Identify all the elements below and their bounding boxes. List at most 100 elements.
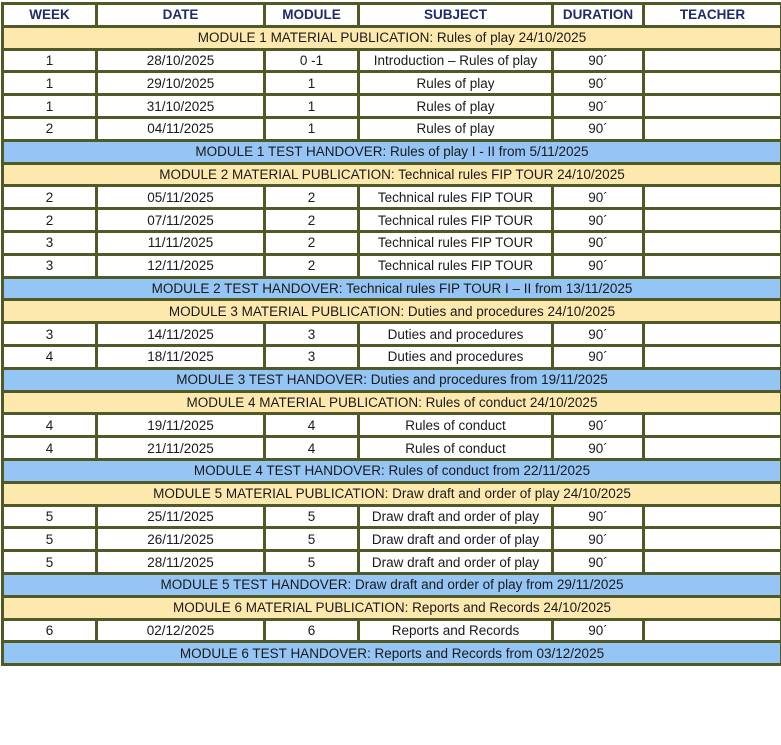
material-publication-row: MODULE 1 MATERIAL PUBLICATION: Rules of …: [3, 26, 781, 49]
material-publication-text: MODULE 6 MATERIAL PUBLICATION: Reports a…: [3, 596, 781, 619]
cell-module: 3: [265, 345, 359, 368]
cell-module: 2: [265, 254, 359, 277]
cell-module: 5: [265, 505, 359, 528]
test-handover-text: MODULE 2 TEST HANDOVER: Technical rules …: [3, 277, 781, 300]
cell-week: 1: [3, 72, 97, 95]
cell-teacher: [644, 528, 781, 551]
cell-week: 2: [3, 117, 97, 140]
cell-module: 1: [265, 117, 359, 140]
cell-week: 2: [3, 186, 97, 209]
cell-module: 2: [265, 186, 359, 209]
cell-date: 19/11/2025: [97, 414, 265, 437]
cell-week: 3: [3, 231, 97, 254]
cell-teacher: [644, 551, 781, 574]
cell-subject: Draw draft and order of play: [359, 528, 553, 551]
cell-subject: Rules of conduct: [359, 414, 553, 437]
cell-date: 31/10/2025: [97, 95, 265, 118]
cell-subject: Rules of play: [359, 117, 553, 140]
cell-module: 4: [265, 414, 359, 437]
cell-subject: Draw draft and order of play: [359, 551, 553, 574]
cell-subject: Duties and procedures: [359, 323, 553, 346]
cell-duration: 90´: [553, 414, 644, 437]
test-handover-text: MODULE 5 TEST HANDOVER: Draw draft and o…: [3, 573, 781, 596]
material-publication-row: MODULE 6 MATERIAL PUBLICATION: Reports a…: [3, 596, 781, 619]
header-row: WEEK DATE MODULE SUBJECT DURATION TEACHE…: [3, 4, 781, 27]
header-subject: SUBJECT: [359, 4, 553, 27]
cell-teacher: [644, 95, 781, 118]
cell-date: 04/11/2025: [97, 117, 265, 140]
cell-duration: 90´: [553, 505, 644, 528]
cell-subject: Duties and procedures: [359, 345, 553, 368]
cell-date: 28/11/2025: [97, 551, 265, 574]
cell-subject: Rules of play: [359, 95, 553, 118]
cell-module: 5: [265, 551, 359, 574]
cell-duration: 90´: [553, 437, 644, 460]
cell-week: 3: [3, 323, 97, 346]
cell-duration: 90´: [553, 254, 644, 277]
cell-teacher: [644, 117, 781, 140]
material-publication-text: MODULE 4 MATERIAL PUBLICATION: Rules of …: [3, 391, 781, 414]
material-publication-row: MODULE 4 MATERIAL PUBLICATION: Rules of …: [3, 391, 781, 414]
test-handover-row: MODULE 5 TEST HANDOVER: Draw draft and o…: [3, 573, 781, 596]
header-date: DATE: [97, 4, 265, 27]
cell-subject: Rules of conduct: [359, 437, 553, 460]
material-publication-text: MODULE 3 MATERIAL PUBLICATION: Duties an…: [3, 300, 781, 323]
cell-week: 1: [3, 49, 97, 72]
cell-teacher: [644, 49, 781, 72]
cell-date: 14/11/2025: [97, 323, 265, 346]
cell-duration: 90´: [553, 528, 644, 551]
cell-date: 11/11/2025: [97, 231, 265, 254]
cell-duration: 90´: [553, 345, 644, 368]
cell-teacher: [644, 414, 781, 437]
header-week: WEEK: [3, 4, 97, 27]
cell-teacher: [644, 72, 781, 95]
course-schedule-table: WEEK DATE MODULE SUBJECT DURATION TEACHE…: [1, 2, 781, 666]
cell-date: 25/11/2025: [97, 505, 265, 528]
cell-module: 4: [265, 437, 359, 460]
cell-subject: Introduction – Rules of play: [359, 49, 553, 72]
test-handover-text: MODULE 4 TEST HANDOVER: Rules of conduct…: [3, 459, 781, 482]
cell-week: 4: [3, 345, 97, 368]
cell-duration: 90´: [553, 49, 644, 72]
cell-teacher: [644, 323, 781, 346]
cell-duration: 90´: [553, 186, 644, 209]
cell-teacher: [644, 209, 781, 232]
cell-date: 07/11/2025: [97, 209, 265, 232]
cell-date: 18/11/2025: [97, 345, 265, 368]
cell-module: 3: [265, 323, 359, 346]
cell-teacher: [644, 186, 781, 209]
cell-date: 29/10/2025: [97, 72, 265, 95]
cell-week: 5: [3, 505, 97, 528]
test-handover-text: MODULE 3 TEST HANDOVER: Duties and proce…: [3, 368, 781, 391]
material-publication-text: MODULE 5 MATERIAL PUBLICATION: Draw draf…: [3, 482, 781, 505]
test-handover-row: MODULE 1 TEST HANDOVER: Rules of play I …: [3, 140, 781, 163]
material-publication-row: MODULE 3 MATERIAL PUBLICATION: Duties an…: [3, 300, 781, 323]
cell-teacher: [644, 437, 781, 460]
cell-week: 6: [3, 619, 97, 642]
test-handover-row: MODULE 3 TEST HANDOVER: Duties and proce…: [3, 368, 781, 391]
cell-week: 5: [3, 528, 97, 551]
cell-module: 6: [265, 619, 359, 642]
cell-duration: 90´: [553, 231, 644, 254]
material-publication-row: MODULE 5 MATERIAL PUBLICATION: Draw draf…: [3, 482, 781, 505]
cell-week: 1: [3, 95, 97, 118]
cell-module: 5: [265, 528, 359, 551]
cell-subject: Technical rules FIP TOUR: [359, 231, 553, 254]
header-duration: DURATION: [553, 4, 644, 27]
cell-duration: 90´: [553, 72, 644, 95]
cell-duration: 90´: [553, 551, 644, 574]
